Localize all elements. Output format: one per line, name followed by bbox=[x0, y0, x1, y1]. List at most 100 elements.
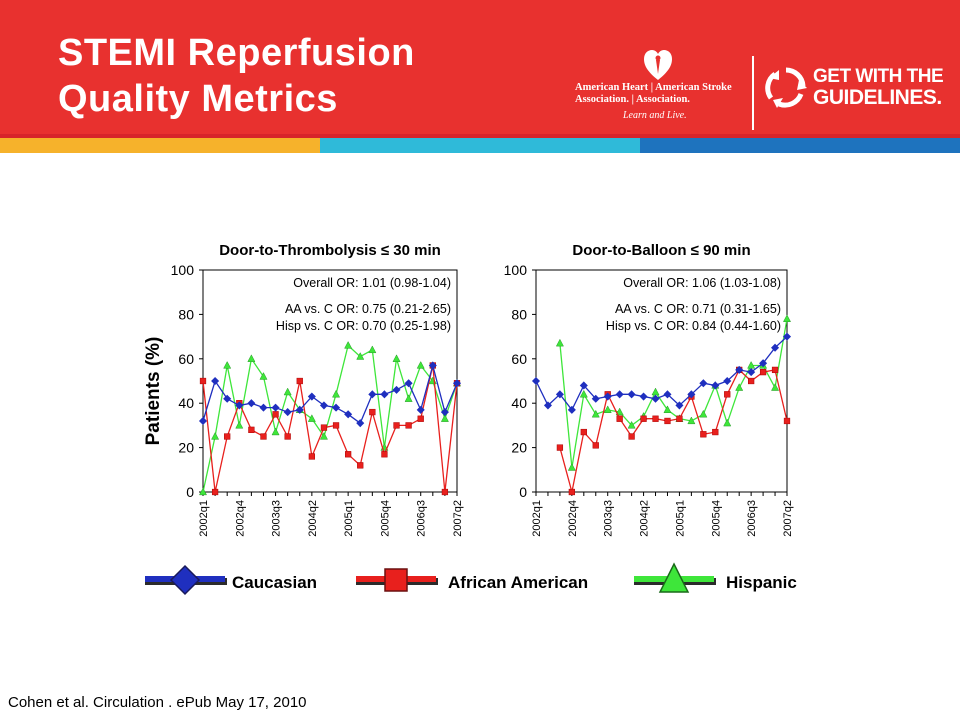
y-tick-label: 100 bbox=[504, 262, 528, 278]
x-tick-label: 2004q2 bbox=[307, 500, 319, 537]
gwtg-line1: GET WITH THE bbox=[813, 66, 944, 87]
legend-marker bbox=[384, 568, 408, 592]
data-point bbox=[369, 408, 376, 416]
data-point bbox=[392, 385, 401, 394]
legend-item-caucasian: Caucasian bbox=[145, 564, 317, 596]
x-tick-label: 2006q3 bbox=[746, 500, 758, 537]
data-point bbox=[676, 415, 683, 422]
aha-line1: American Heart | American Stroke bbox=[575, 82, 732, 93]
x-tick-label: 2007q2 bbox=[452, 500, 464, 537]
data-point bbox=[723, 376, 732, 386]
logo-divider bbox=[752, 56, 754, 130]
x-tick-label: 2003q3 bbox=[271, 500, 283, 537]
legend-label: Caucasian bbox=[232, 573, 317, 592]
data-point bbox=[452, 379, 462, 388]
series-line bbox=[202, 365, 458, 493]
data-point bbox=[223, 394, 232, 403]
data-point bbox=[615, 390, 624, 399]
x-tick-label: 2007q2 bbox=[782, 500, 794, 537]
data-point bbox=[259, 403, 268, 412]
y-axis-label: Patients (%) bbox=[143, 337, 164, 446]
data-point bbox=[368, 345, 377, 354]
data-point bbox=[198, 416, 208, 425]
series-caucasian bbox=[198, 361, 462, 428]
aha-asa-logo: American Heart | American Stroke Associa… bbox=[575, 48, 745, 128]
data-point bbox=[735, 383, 744, 391]
data-point bbox=[260, 433, 267, 440]
data-point bbox=[664, 417, 671, 425]
stripe-blue bbox=[640, 138, 960, 153]
data-point bbox=[711, 381, 720, 390]
x-tick-label: 2005q1 bbox=[343, 500, 355, 537]
recycle-arrows-icon bbox=[765, 67, 807, 108]
data-point bbox=[687, 416, 696, 425]
x-tick-label: 2002q1 bbox=[531, 500, 543, 537]
data-point bbox=[332, 403, 341, 412]
data-point bbox=[344, 340, 353, 349]
slide-title-line1: STEMI Reperfusion bbox=[58, 32, 415, 74]
slide-header bbox=[0, 0, 960, 138]
data-point bbox=[332, 389, 341, 398]
data-point bbox=[440, 414, 449, 422]
data-point bbox=[531, 376, 541, 386]
x-tick-label: 2003q3 bbox=[603, 500, 615, 537]
data-point bbox=[235, 420, 244, 429]
y-tick-label: 0 bbox=[186, 484, 194, 500]
data-point bbox=[556, 444, 564, 451]
data-point bbox=[771, 383, 780, 391]
data-point bbox=[405, 422, 412, 429]
data-point bbox=[271, 403, 280, 412]
or-annotation: Hisp vs. C OR: 0.70 (0.25-1.98) bbox=[276, 319, 451, 333]
data-point bbox=[235, 401, 244, 410]
data-point bbox=[345, 451, 352, 458]
legend-marker bbox=[658, 562, 690, 593]
series-line bbox=[202, 344, 458, 493]
x-tick-label: 2005q4 bbox=[710, 500, 722, 537]
x-tick-label: 2005q1 bbox=[674, 500, 686, 537]
chart-title: Door-to-Balloon ≤ 90 min bbox=[572, 242, 750, 259]
data-point bbox=[211, 432, 220, 440]
data-point bbox=[368, 390, 377, 399]
heart-torch-icon bbox=[644, 50, 672, 80]
data-point bbox=[783, 417, 791, 425]
data-point bbox=[344, 410, 353, 419]
y-tick-label: 60 bbox=[178, 351, 194, 367]
data-point bbox=[224, 433, 231, 440]
data-point bbox=[723, 418, 732, 427]
legend-item-hispanic: Hispanic bbox=[634, 562, 797, 593]
data-point bbox=[283, 408, 292, 417]
x-tick-label: 2002q4 bbox=[567, 500, 579, 537]
charts-canvas: Door-to-Thrombolysis ≤ 30 min 0 20 40 60 80 10… bbox=[143, 242, 797, 596]
data-point bbox=[771, 366, 779, 374]
data-point bbox=[392, 354, 401, 362]
data-point bbox=[380, 390, 389, 399]
data-point bbox=[627, 390, 636, 399]
data-point bbox=[283, 387, 292, 396]
data-point bbox=[627, 420, 636, 429]
aha-tagline: Learn and Live. bbox=[623, 110, 687, 121]
data-point bbox=[199, 377, 207, 385]
data-point bbox=[591, 409, 600, 418]
series-hispanic bbox=[198, 340, 462, 496]
y-tick-label: 20 bbox=[178, 440, 194, 456]
chart-title: Door-to-Thrombolysis ≤ 30 min bbox=[219, 242, 441, 259]
chart-panel-2: Door-to-Balloon ≤ 90 min 0 20 40 60 80 100 2002… bbox=[504, 242, 794, 537]
y-tick-label: 20 bbox=[511, 440, 527, 456]
data-point bbox=[543, 401, 552, 410]
data-point bbox=[319, 401, 328, 410]
data-point bbox=[699, 409, 708, 418]
data-point bbox=[404, 394, 413, 402]
data-point bbox=[198, 487, 208, 496]
data-point bbox=[771, 343, 780, 352]
citation: Cohen et al. Circulation . ePub May 17, … bbox=[8, 694, 307, 711]
data-point bbox=[271, 427, 280, 436]
data-point bbox=[440, 408, 449, 417]
data-point bbox=[591, 394, 600, 403]
data-point bbox=[319, 432, 328, 440]
data-point bbox=[247, 399, 256, 408]
data-point bbox=[307, 392, 316, 401]
data-point bbox=[603, 392, 612, 401]
data-point bbox=[579, 389, 588, 398]
chart-panel-1: Door-to-Thrombolysis ≤ 30 min 0 20 40 60 80 10… bbox=[143, 242, 464, 537]
legend-item-african-american: African American bbox=[356, 568, 588, 592]
